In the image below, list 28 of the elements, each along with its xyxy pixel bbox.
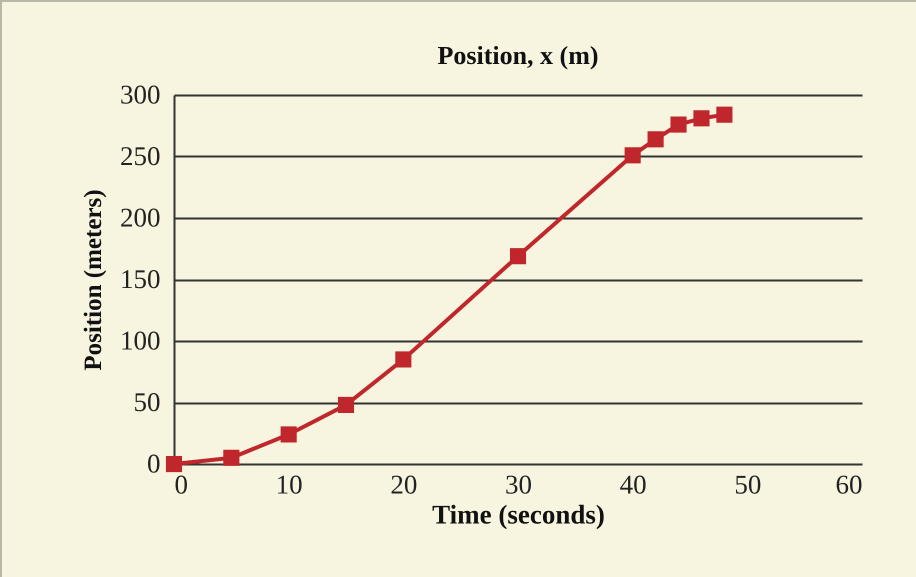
point [395, 351, 412, 368]
y-tick-label: 0 [147, 448, 160, 478]
point [716, 106, 732, 123]
x-axis-title: Time (seconds) [432, 500, 605, 530]
x-tick-label: 0 [174, 470, 188, 500]
point [624, 147, 641, 164]
x-tick-label: 20 [390, 470, 418, 500]
x-tick-label: 30 [505, 470, 532, 500]
point [693, 110, 710, 126]
x-tick-label: 40 [620, 470, 647, 500]
y-tick-label: 100 [120, 326, 160, 356]
y-axis-title: Position (meters) [80, 189, 107, 371]
point [280, 426, 297, 443]
x-tick-label: 10 [276, 470, 303, 500]
point [223, 450, 240, 466]
point [648, 131, 664, 148]
point [338, 396, 354, 414]
x-tick-label: 60 [836, 470, 862, 500]
y-tick-label: 200 [120, 202, 160, 232]
chart-title: Position, x (m) [437, 41, 599, 70]
point [510, 248, 526, 264]
y-tick-label: 150 [120, 264, 160, 294]
y-tick-label: 300 [120, 80, 160, 110]
x-tick-label: 50 [734, 470, 762, 500]
y-tick-label: 250 [120, 141, 160, 171]
y-tick-label: 50 [134, 387, 160, 417]
point [670, 116, 687, 133]
point [166, 456, 182, 472]
